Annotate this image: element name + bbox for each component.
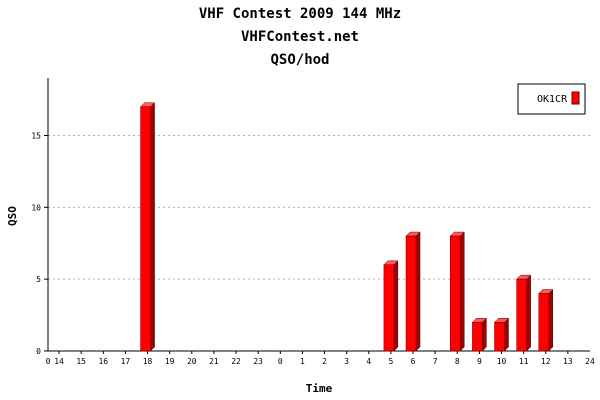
- bar-side: [504, 317, 509, 352]
- y-tick-label: 15: [31, 131, 41, 140]
- y-tick-label: 0: [36, 347, 41, 356]
- bar: [538, 293, 550, 352]
- chart-subtitle-site: VHFContest.net: [240, 29, 359, 45]
- bar-side: [415, 231, 421, 352]
- x-tick-label: 20: [187, 357, 197, 366]
- y-tick-label: 10: [31, 203, 41, 212]
- x-tick-label: 11: [519, 357, 529, 366]
- x-tick-label: 9: [477, 357, 482, 366]
- x-tick-label: 18: [143, 357, 153, 366]
- bar: [516, 278, 527, 352]
- y-axis-label: QSO: [6, 206, 19, 226]
- bar: [494, 322, 505, 352]
- x-tick-label: 19: [165, 357, 175, 366]
- x-tick-label: 1: [300, 357, 305, 366]
- x-tick-label: 22: [231, 357, 241, 366]
- chart-title: VHF Contest 2009 144 MHz: [198, 6, 402, 22]
- bar-side: [526, 274, 531, 352]
- x-tick-label: 7: [433, 357, 438, 366]
- bar: [405, 235, 417, 352]
- bar-side: [393, 260, 399, 352]
- x-tick-label: 5: [388, 357, 393, 366]
- x-tick-label: 0: [46, 357, 51, 366]
- x-tick-label: 6: [411, 357, 416, 366]
- bar-side: [150, 102, 155, 352]
- x-tick-label: 24: [585, 357, 595, 366]
- bar-side: [548, 288, 554, 352]
- x-tick-label: 2: [322, 357, 327, 366]
- bar: [383, 264, 395, 352]
- bar-side: [460, 231, 465, 352]
- bar: [450, 235, 461, 352]
- x-tick-label: 13: [563, 357, 573, 366]
- bar: [140, 106, 151, 352]
- x-tick-label: 21: [209, 357, 219, 366]
- x-tick-label: 8: [455, 357, 460, 366]
- x-axis-label: Time: [306, 382, 333, 395]
- x-tick-label: 0: [278, 357, 283, 366]
- x-tick-label: 17: [121, 357, 131, 366]
- x-tick-label: 12: [541, 357, 551, 366]
- x-tick-label: 16: [98, 357, 108, 366]
- chart-subtitle-unit: QSO/hod: [270, 52, 330, 68]
- x-tick-label: 23: [253, 357, 263, 366]
- x-tick-label: 10: [497, 357, 507, 366]
- x-tick-label: 4: [366, 357, 371, 366]
- x-tick-label: 14: [54, 357, 64, 366]
- legend-swatch: [571, 91, 580, 105]
- legend-label: OK1CR: [537, 94, 568, 105]
- x-tick-label: 3: [344, 357, 349, 366]
- bar-side: [482, 317, 487, 352]
- bar: [472, 322, 483, 352]
- x-tick-label: 15: [76, 357, 86, 366]
- y-tick-label: 5: [36, 275, 41, 284]
